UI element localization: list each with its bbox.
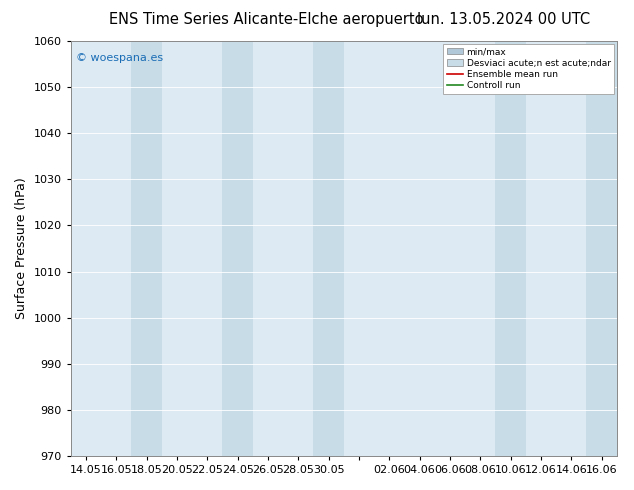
Y-axis label: Surface Pressure (hPa): Surface Pressure (hPa) [15, 178, 28, 319]
Bar [313, 41, 344, 456]
Legend: min/max, Desviaci acute;n est acute;ndar, Ensemble mean run, Controll run: min/max, Desviaci acute;n est acute;ndar… [443, 44, 614, 94]
Bar [131, 41, 162, 456]
Bar [496, 41, 526, 456]
Bar [586, 41, 617, 456]
Bar [223, 41, 253, 456]
Text: ENS Time Series Alicante-Elche aeropuerto: ENS Time Series Alicante-Elche aeropuert… [109, 12, 424, 27]
Text: © woespana.es: © woespana.es [76, 53, 164, 64]
Text: lun. 13.05.2024 00 UTC: lun. 13.05.2024 00 UTC [417, 12, 591, 27]
